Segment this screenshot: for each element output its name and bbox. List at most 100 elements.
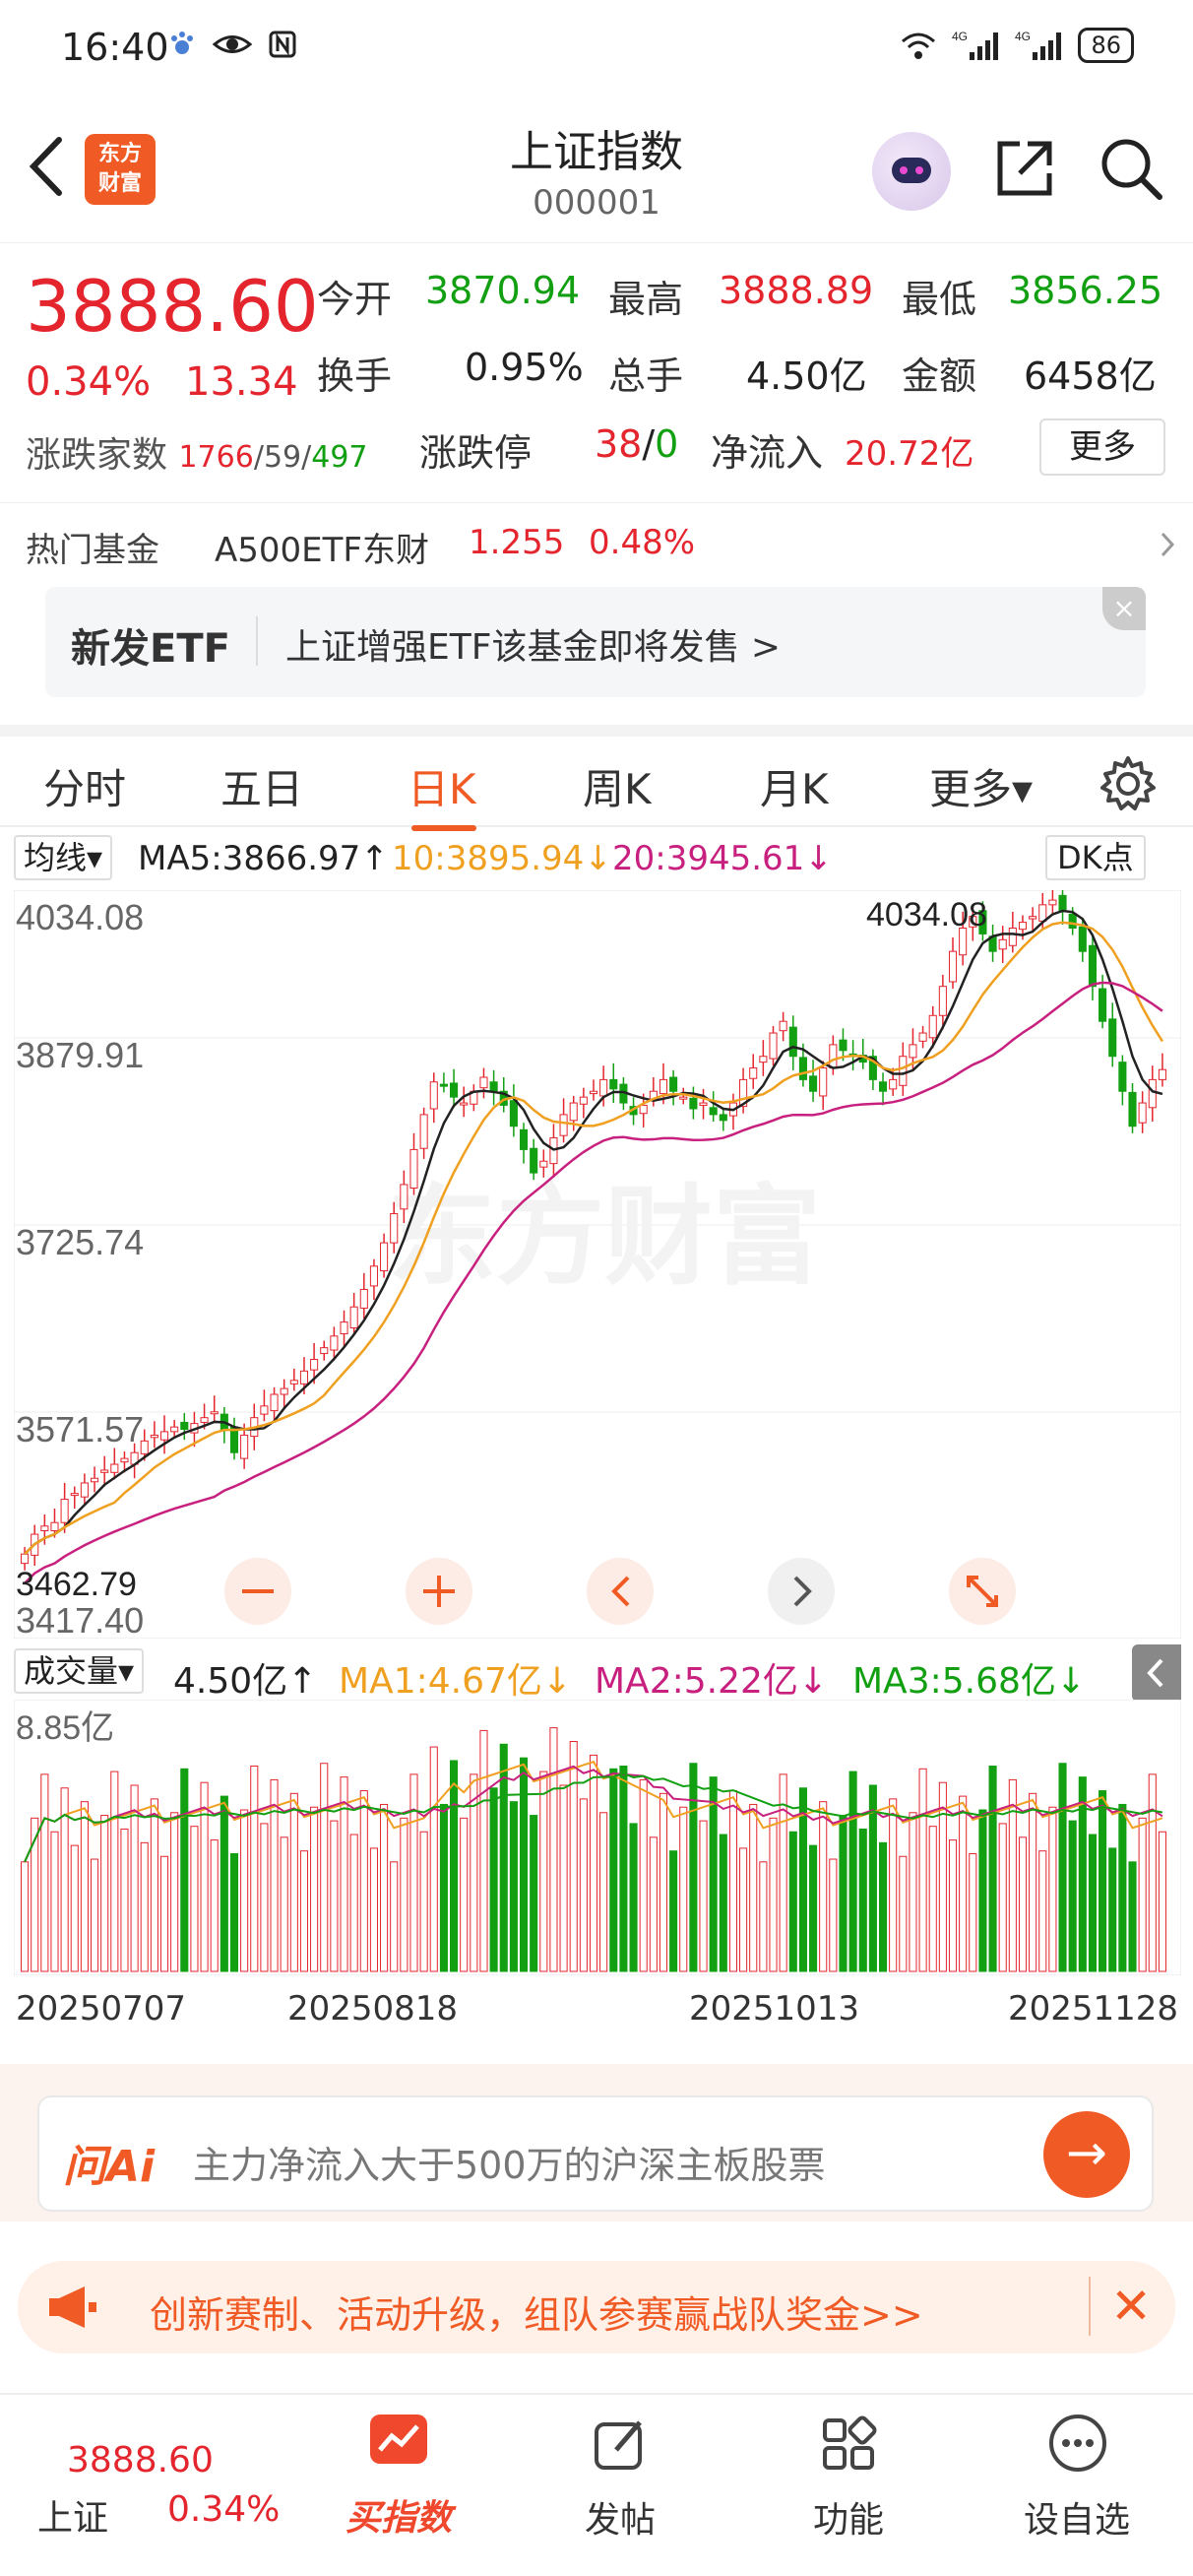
- chevron-right-icon: [1161, 532, 1175, 557]
- volume-bar: [659, 1792, 668, 1972]
- candle: [100, 1469, 109, 1473]
- candle: [460, 1102, 469, 1106]
- tab-monthly-k[interactable]: 月K: [760, 765, 829, 813]
- candle: [530, 1147, 538, 1174]
- high-value: 3888.89: [719, 269, 874, 312]
- candle: [270, 1393, 279, 1412]
- current-price: 3888.60: [26, 265, 319, 348]
- close-icon[interactable]: ✕: [1089, 2277, 1152, 2336]
- candle: [669, 1076, 678, 1092]
- volume-bar: [1068, 1820, 1077, 1972]
- volume-bar: [289, 1792, 298, 1972]
- candle: [280, 1387, 288, 1395]
- ma10-label: 10:3895.94↓: [392, 839, 612, 878]
- nav-buy-index[interactable]: 买指数: [315, 2395, 482, 2576]
- candle: [839, 1039, 848, 1052]
- nfc-icon: [269, 31, 296, 58]
- svg-text:4G: 4G: [1015, 30, 1031, 43]
- nav-watchlist-label: 设自选: [1023, 2500, 1130, 2541]
- etf-banner[interactable]: 新发ETF 上证增强ETF该基金即将发售 > ×: [45, 587, 1146, 697]
- y-label-5: 3417.40: [16, 1600, 144, 1639]
- volume-bar: [788, 1831, 797, 1972]
- signal-icon-2: 4G: [1015, 30, 1062, 60]
- candle: [419, 1114, 428, 1149]
- kline-svg[interactable]: 东方财富 4034.08 3879.91 3725.74 3571.57 341…: [13, 878, 1182, 1641]
- tab-more[interactable]: 更多▾: [929, 765, 1034, 813]
- candle: [928, 1014, 937, 1039]
- share-icon[interactable]: [992, 136, 1057, 201]
- back-icon[interactable]: [22, 132, 71, 201]
- change-percent: 0.34%: [26, 359, 152, 405]
- nav-index-quote[interactable]: 3888.60 上证 0.34%: [20, 2395, 285, 2576]
- volume-bar: [858, 1828, 867, 1972]
- volume-bar: [400, 1817, 408, 1972]
- volume-bar: [699, 1820, 708, 1972]
- candle: [439, 1083, 448, 1087]
- candle: [390, 1213, 399, 1244]
- candle: [1128, 1091, 1137, 1127]
- collapse-panel-button[interactable]: [1132, 1644, 1181, 1702]
- candle: [1038, 904, 1047, 922]
- ma-lines: [24, 909, 1163, 1584]
- candle: [749, 1067, 758, 1079]
- turnover-label: 换手: [317, 354, 393, 398]
- volume-bar: [250, 1766, 259, 1972]
- candle: [639, 1104, 648, 1115]
- scroll-right-button[interactable]: [768, 1558, 835, 1625]
- ai-section: 问Ai 主力净流入大于500万的沪深主板股票 →: [0, 2064, 1193, 2222]
- ai-placeholder[interactable]: 主力净流入大于500万的沪深主板股票: [193, 2144, 826, 2187]
- zoom-out-button[interactable]: [224, 1558, 291, 1625]
- scroll-left-button[interactable]: [587, 1558, 654, 1625]
- volume-bar: [779, 1773, 787, 1972]
- dk-point-button[interactable]: DK点: [1045, 835, 1146, 880]
- volume-svg[interactable]: 8.85亿: [13, 1699, 1182, 1976]
- ma-type-dropdown[interactable]: 均线▾: [14, 835, 113, 880]
- search-icon[interactable]: [1099, 136, 1163, 201]
- candle: [159, 1431, 169, 1441]
- tab-intraday[interactable]: 分时: [43, 765, 127, 813]
- kline-chart[interactable]: 东方财富 4034.08 3879.91 3725.74 3571.57 341…: [13, 878, 1182, 1641]
- volume-bar: [50, 1831, 59, 1972]
- date-label-4: 20251128: [1008, 1989, 1179, 2029]
- gear-icon[interactable]: [1099, 754, 1158, 813]
- close-icon[interactable]: ×: [1102, 587, 1146, 630]
- amount-value: 6458亿: [1024, 354, 1157, 398]
- tab-weekly-k[interactable]: 周K: [583, 765, 652, 813]
- candle: [539, 1160, 548, 1168]
- tab-daily-k[interactable]: 日K: [408, 765, 476, 813]
- tab-5day[interactable]: 五日: [220, 765, 304, 813]
- nav-post[interactable]: 发帖: [541, 2395, 699, 2576]
- volume-label: 总手: [608, 354, 684, 398]
- arrow-right-icon[interactable]: →: [1043, 2111, 1130, 2198]
- volume-bar: [1029, 1792, 1037, 1972]
- volume-bar: [1138, 1817, 1147, 1972]
- volume-chart[interactable]: 8.85亿: [13, 1699, 1182, 1976]
- volume-bar: [689, 1763, 698, 1972]
- volume-bar: [450, 1760, 459, 1972]
- volume-bar: [1038, 1850, 1047, 1972]
- fullscreen-button[interactable]: [949, 1558, 1016, 1625]
- candle: [959, 928, 968, 956]
- ai-robot-icon[interactable]: [872, 132, 951, 211]
- hot-fund-pct: 0.48%: [589, 523, 696, 562]
- volume-bar: [140, 1841, 149, 1972]
- volume-bar: [1088, 1834, 1098, 1972]
- candle: [349, 1306, 358, 1329]
- candle: [1048, 899, 1057, 906]
- volume-bar: [559, 1784, 568, 1972]
- volume-bar: [1128, 1861, 1137, 1972]
- more-button[interactable]: 更多: [1039, 419, 1165, 476]
- volume-bar: [80, 1801, 89, 1972]
- volume-type-dropdown[interactable]: 成交量▾: [14, 1648, 145, 1694]
- hot-fund-row[interactable]: 热门基金 A500ETF东财 1.255 0.48%: [0, 502, 1193, 585]
- promo-banner[interactable]: 创新赛制、活动升级，组队参赛赢战队奖金>> ✕: [18, 2261, 1175, 2353]
- ai-search-box[interactable]: 问Ai 主力净流入大于500万的沪深主板股票 →: [37, 2095, 1154, 2212]
- inflow-label: 净流入: [711, 431, 824, 475]
- volume-bar: [1048, 1806, 1057, 1972]
- nav-watchlist[interactable]: 设自选: [998, 2395, 1156, 2576]
- zoom-in-button[interactable]: [406, 1558, 472, 1625]
- nav-function[interactable]: 功能: [770, 2395, 927, 2576]
- candle: [320, 1347, 329, 1355]
- ma5-line: [24, 909, 1163, 1556]
- volume-bar: [839, 1815, 848, 1972]
